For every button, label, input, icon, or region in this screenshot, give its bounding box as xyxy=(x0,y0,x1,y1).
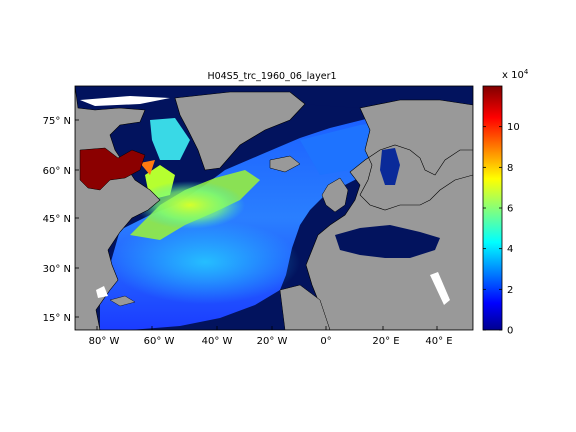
lat-label-30n: 30° N xyxy=(43,264,71,275)
colorbar-tick-label: 6 xyxy=(507,204,513,215)
colorbar-tick-label: 10 xyxy=(507,122,520,133)
lon-label-0: 0° xyxy=(320,336,331,347)
lat-label-60n: 60° N xyxy=(43,166,71,177)
africa-land xyxy=(279,284,331,330)
colorbar-gradient xyxy=(483,86,502,330)
greenland-land xyxy=(174,91,306,171)
lon-label-60w: 60° W xyxy=(144,336,175,347)
iceland-land xyxy=(269,155,301,173)
subtropical-region xyxy=(110,220,300,304)
colorbar-tick-label: 8 xyxy=(507,163,513,174)
latitude-axis: 75° N 60° N 45° N 30° N 15° N xyxy=(43,116,79,324)
lon-label-40e: 40° E xyxy=(425,336,452,347)
red-sea-white xyxy=(430,272,450,305)
gulf-white-patch xyxy=(96,286,108,298)
caribbean-islands xyxy=(109,295,136,307)
colorbar-tick-label: 4 xyxy=(507,244,513,255)
colorbar-tick-label: 0 xyxy=(507,326,513,337)
map-area xyxy=(75,86,473,330)
map-frame xyxy=(74,85,474,331)
map-title: H04S5_trc_1960_06_layer1 xyxy=(207,71,336,82)
british-isles-land xyxy=(321,177,349,213)
labrador-peak xyxy=(140,160,155,175)
labrador-sea xyxy=(150,118,190,160)
colorbar-ticks: 10 8 6 4 2 0 xyxy=(483,122,520,337)
colorbar-exponent: x 104 xyxy=(502,68,529,81)
mediterranean-sea xyxy=(335,225,440,258)
longitude-axis: 80° W 60° W 40° W 20° W 0° 20° E 40° E xyxy=(89,326,453,347)
lat-label-45n: 45° N xyxy=(43,214,71,225)
lat-label-75n: 75° N xyxy=(43,116,71,127)
subpolar-gyre-glow xyxy=(135,181,245,229)
lon-label-80w: 80° W xyxy=(89,336,120,347)
baltic-sea xyxy=(380,148,400,185)
hudson-bay xyxy=(79,147,146,191)
colorbar: 10 8 6 4 2 0 x 104 xyxy=(482,68,529,337)
lat-label-15n: 15° N xyxy=(43,313,71,324)
europe-land xyxy=(305,99,473,330)
lon-label-20e: 20° E xyxy=(372,336,399,347)
lon-label-40w: 40° W xyxy=(202,336,233,347)
north-america-land xyxy=(75,86,161,330)
colorbar-tick-label: 2 xyxy=(507,285,513,296)
lon-label-20w: 20° W xyxy=(257,336,288,347)
arctic-ice-patch xyxy=(80,96,170,106)
